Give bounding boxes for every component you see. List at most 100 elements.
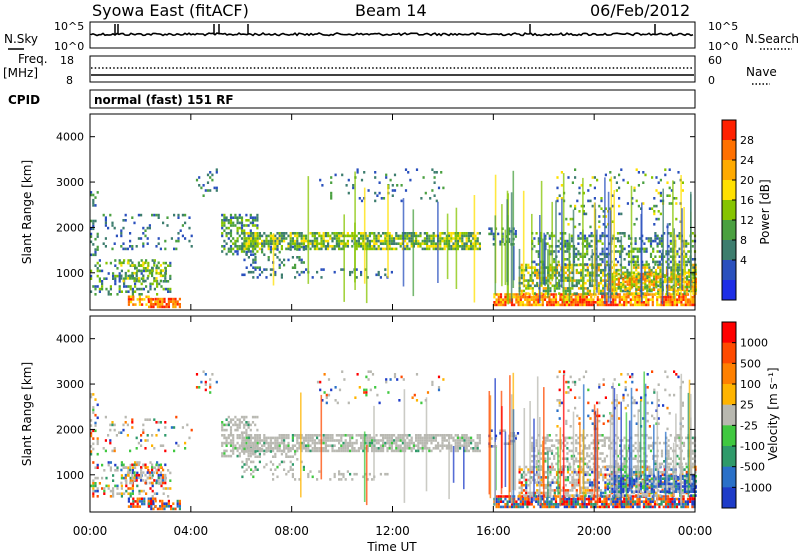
range-gate-cell <box>151 274 154 278</box>
range-gate-cell <box>252 447 255 450</box>
range-gate-cell <box>611 272 614 276</box>
range-gate-cell <box>670 285 673 289</box>
range-gate-cell <box>311 441 314 445</box>
range-gate-cell <box>181 224 184 227</box>
range-gate-cell <box>598 500 602 503</box>
range-gate-cell <box>537 295 540 299</box>
range-gate-cell <box>539 505 542 509</box>
range-gate-cell <box>90 290 93 293</box>
range-gate-cell <box>629 503 632 506</box>
streak-echo <box>307 176 310 284</box>
range-gate-cell <box>353 449 356 453</box>
range-gate-cell <box>390 444 393 447</box>
range-gate-cell <box>426 239 429 243</box>
range-gate-cell <box>410 242 413 245</box>
range-gate-cell <box>599 234 602 238</box>
range-gate-cell <box>250 434 253 437</box>
range-gate-cell <box>254 434 257 437</box>
range-gate-cell <box>269 242 272 245</box>
range-gate-cell <box>499 243 502 246</box>
range-gate-cell <box>104 219 107 222</box>
range-gate-cell <box>115 434 118 437</box>
range-gate-cell <box>144 447 147 450</box>
range-gate-cell <box>579 497 582 501</box>
range-gate-cell <box>671 301 674 304</box>
range-gate-cell <box>92 492 95 495</box>
range-gate-cell <box>575 255 578 258</box>
range-gate-cell <box>330 191 333 195</box>
range-gate-cell <box>346 441 349 445</box>
range-gate-cell <box>493 293 496 296</box>
range-gate-cell <box>256 250 259 253</box>
range-gate-cell <box>232 439 235 442</box>
range-gate-cell <box>156 297 159 301</box>
range-gate-cell <box>557 495 560 498</box>
range-gate-cell <box>252 475 255 479</box>
range-gate-cell <box>632 263 636 267</box>
range-gate-cell <box>355 242 358 245</box>
range-gate-cell <box>653 223 656 226</box>
range-gate-cell <box>619 289 622 293</box>
range-gate-cell <box>499 293 503 296</box>
range-gate-cell <box>682 298 685 301</box>
range-gate-cell <box>245 441 248 445</box>
range-gate-cell <box>566 287 570 290</box>
range-gate-cell <box>135 476 138 480</box>
range-gate-cell <box>129 285 132 288</box>
range-gate-cell <box>250 253 253 256</box>
range-gate-cell <box>146 269 149 272</box>
range-gate-cell <box>152 303 155 306</box>
range-gate-cell <box>316 247 319 251</box>
range-gate-cell <box>499 500 503 503</box>
range-gate-cell <box>318 232 321 235</box>
range-gate-cell <box>145 259 148 262</box>
range-gate-cell <box>333 449 336 453</box>
range-gate-cell <box>346 234 349 238</box>
range-gate-cell <box>574 176 577 179</box>
range-gate-cell <box>215 171 218 174</box>
range-gate-cell <box>495 500 498 503</box>
range-gate-cell <box>145 285 148 288</box>
range-gate-cell <box>616 303 619 307</box>
range-gate-cell <box>98 259 101 262</box>
range-gate-cell <box>472 234 475 238</box>
range-gate-cell <box>612 295 615 299</box>
range-gate-cell <box>592 301 595 304</box>
range-gate-cell <box>635 268 638 272</box>
range-gate-cell <box>601 247 604 251</box>
range-gate-cell <box>564 242 567 245</box>
range-gate-cell <box>254 436 257 440</box>
range-gate-cell <box>576 497 580 501</box>
range-gate-cell <box>311 234 314 238</box>
range-gate-cell <box>635 283 638 286</box>
range-gate-cell <box>668 202 671 205</box>
range-gate-cell <box>532 295 536 299</box>
range-gate-cell <box>232 436 235 440</box>
range-gate-cell <box>254 256 257 259</box>
range-gate-cell <box>395 242 398 245</box>
range-gate-cell <box>366 436 369 440</box>
range-gate-cell <box>355 268 358 271</box>
range-gate-cell <box>225 234 228 238</box>
range-gate-cell <box>688 272 691 276</box>
range-gate-cell <box>450 239 453 243</box>
range-gate-cell <box>274 452 277 456</box>
range-gate-cell <box>572 505 575 509</box>
streak-echo <box>544 236 546 287</box>
range-gate-cell <box>131 290 134 293</box>
range-gate-cell <box>357 242 360 245</box>
range-gate-cell <box>616 237 620 240</box>
range-gate-cell <box>382 439 385 442</box>
range-gate-cell <box>278 463 281 466</box>
range-gate-cell <box>298 444 301 447</box>
range-gate-cell <box>160 476 163 480</box>
range-gate-cell <box>375 441 378 445</box>
range-gate-cell <box>120 229 123 232</box>
range-gate-cell <box>590 293 593 296</box>
range-gate-cell <box>245 458 248 461</box>
range-gate-cell <box>265 441 268 445</box>
range-gate-cell <box>357 245 360 248</box>
range-gate-cell <box>648 266 651 269</box>
range-gate-cell <box>151 481 154 485</box>
range-gate-cell <box>553 234 556 238</box>
